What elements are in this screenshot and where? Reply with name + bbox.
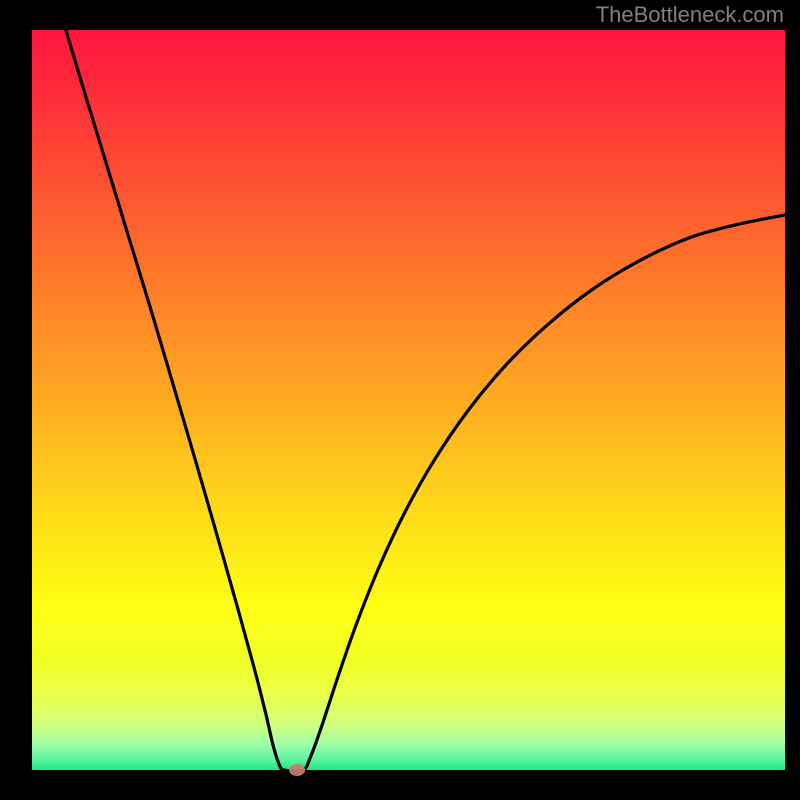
watermark-text: TheBottleneck.com xyxy=(596,2,784,28)
curve-line xyxy=(66,30,785,771)
bottleneck-curve xyxy=(0,0,800,800)
chart-frame: TheBottleneck.com xyxy=(0,0,800,800)
optimal-point-marker xyxy=(289,764,305,776)
